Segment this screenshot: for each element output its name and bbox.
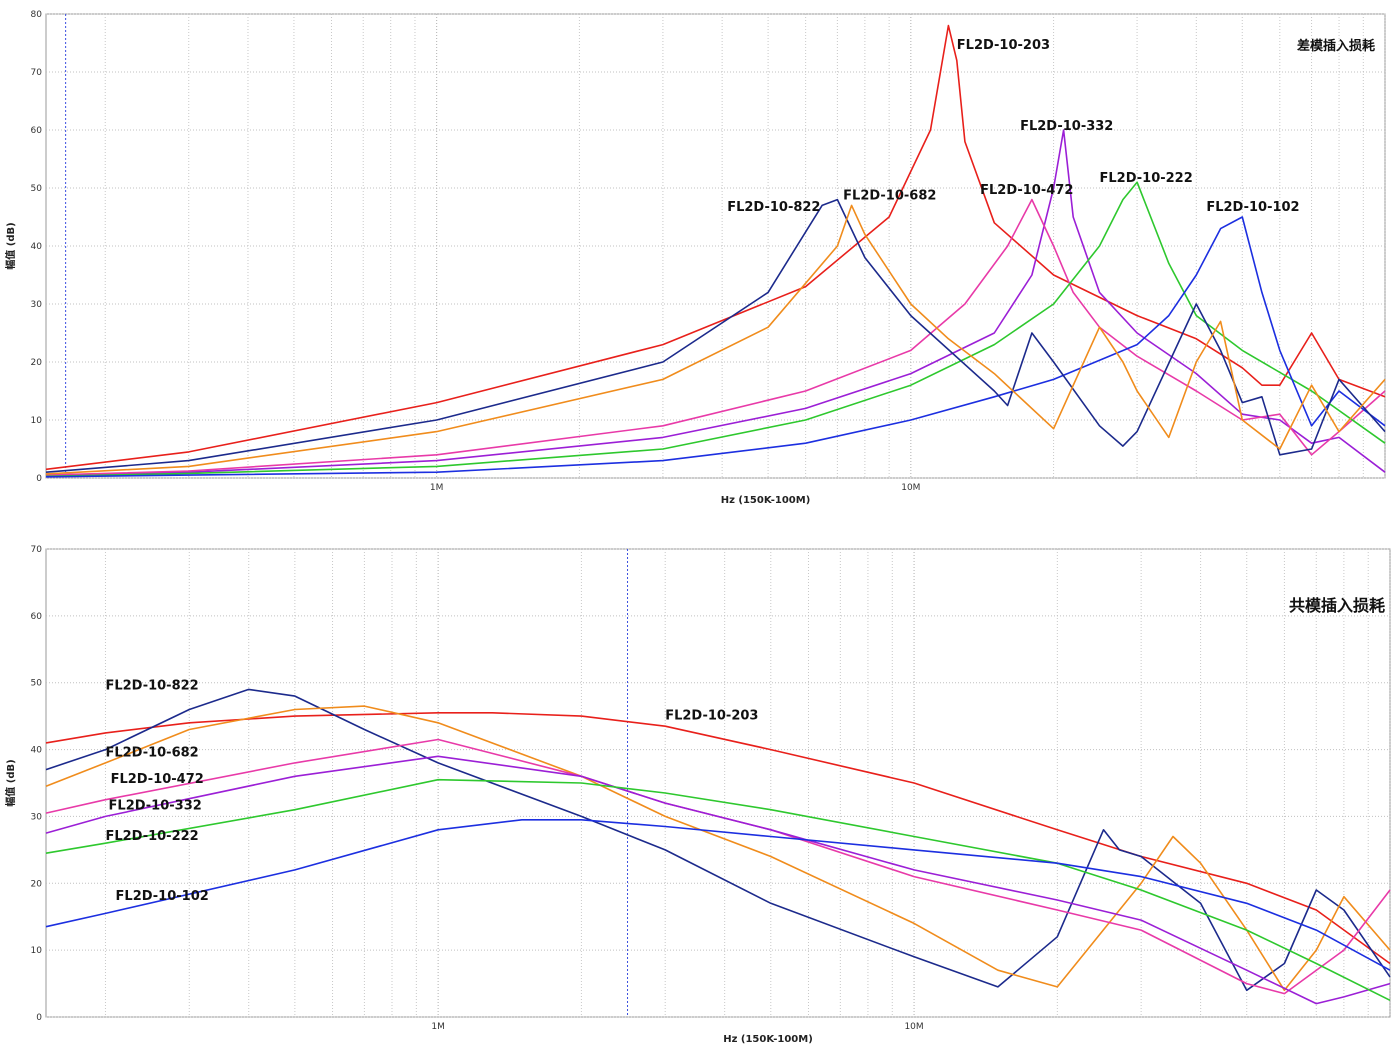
series-line-fl2d-10-682 [45, 705, 1391, 992]
x-axis-label: Hz (150K-100M) [721, 495, 811, 506]
series-label: FL2D-10-682 [843, 189, 936, 204]
series-line-fl2d-10-102 [45, 819, 1391, 971]
series-label: FL2D-10-332 [1020, 119, 1113, 134]
series-label: FL2D-10-203 [957, 38, 1050, 53]
series-line-fl2d-10-472 [45, 198, 1386, 476]
y-tick-label: 10 [31, 946, 43, 956]
y-tick-label: 30 [31, 812, 43, 822]
series-line-fl2d-10-332 [45, 755, 1391, 1005]
series-label: FL2D-10-472 [111, 772, 204, 787]
y-axis-label: 幅值 (dB) [4, 759, 17, 806]
series-line-fl2d-10-222 [45, 181, 1386, 478]
series-label: FL2D-10-222 [1100, 171, 1193, 186]
y-tick-label: 10 [31, 416, 43, 426]
series-line-fl2d-10-472 [45, 738, 1391, 995]
y-tick-label: 40 [31, 746, 43, 756]
y-tick-label: 30 [31, 300, 43, 310]
series-label: FL2D-10-102 [116, 889, 209, 904]
series-line-fl2d-10-203 [45, 24, 1386, 471]
x-tick-label: 1M [431, 1022, 445, 1032]
series-label: FL2D-10-102 [1206, 200, 1299, 215]
chart-panel-1: 0 10 20 30 40 50 60 70 80 1M 10M FL2D-10-203 FL2D-10… [4, 10, 1386, 506]
series-line-fl2d-10-822 [45, 198, 1386, 473]
y-tick-label: 50 [31, 679, 43, 689]
series-label: FL2D-10-332 [109, 799, 202, 814]
series-line-fl2d-10-222 [45, 778, 1391, 1002]
x-axis-label: Hz (150K-100M) [723, 1034, 813, 1045]
y-tick-label: 40 [31, 242, 43, 252]
y-tick-label: 0 [36, 474, 42, 484]
series-line-fl2d-10-102 [45, 216, 1386, 478]
chart-title: 共模插入损耗 [1289, 596, 1385, 615]
y-tick-label: 80 [31, 10, 43, 20]
y-tick-label: 60 [31, 126, 43, 136]
series-label: FL2D-10-222 [105, 829, 198, 844]
series-label: FL2D-10-203 [665, 708, 758, 723]
series-label: FL2D-10-822 [727, 200, 820, 215]
y-tick-label: 0 [36, 1013, 42, 1023]
y-tick-label: 20 [31, 358, 43, 368]
x-tick-label: 10M [904, 1022, 923, 1032]
series-line-fl2d-10-332 [45, 129, 1386, 476]
x-tick-label: 1M [430, 483, 444, 493]
y-tick-label: 70 [31, 545, 43, 555]
y-tick-label: 20 [31, 879, 43, 889]
series-line-fl2d-10-203 [45, 712, 1391, 965]
series-line-fl2d-10-822 [45, 688, 1391, 992]
series-label: FL2D-10-472 [980, 183, 1073, 198]
series-line-fl2d-10-682 [45, 204, 1386, 475]
series-label: FL2D-10-822 [105, 678, 198, 693]
chart-panel-2: 0 10 20 30 40 50 60 70 1M 10M FL2D-10-822 FL2D-10-2… [4, 545, 1391, 1045]
y-axis-label: 幅值 (dB) [4, 222, 17, 269]
plot-area [45, 548, 1391, 1018]
x-tick-label: 10M [901, 483, 920, 493]
y-tick-label: 60 [31, 612, 43, 622]
chart-title: 差模插入损耗 [1297, 38, 1375, 54]
y-tick-label: 70 [31, 68, 43, 78]
series-label: FL2D-10-682 [105, 745, 198, 760]
y-tick-label: 50 [31, 184, 43, 194]
